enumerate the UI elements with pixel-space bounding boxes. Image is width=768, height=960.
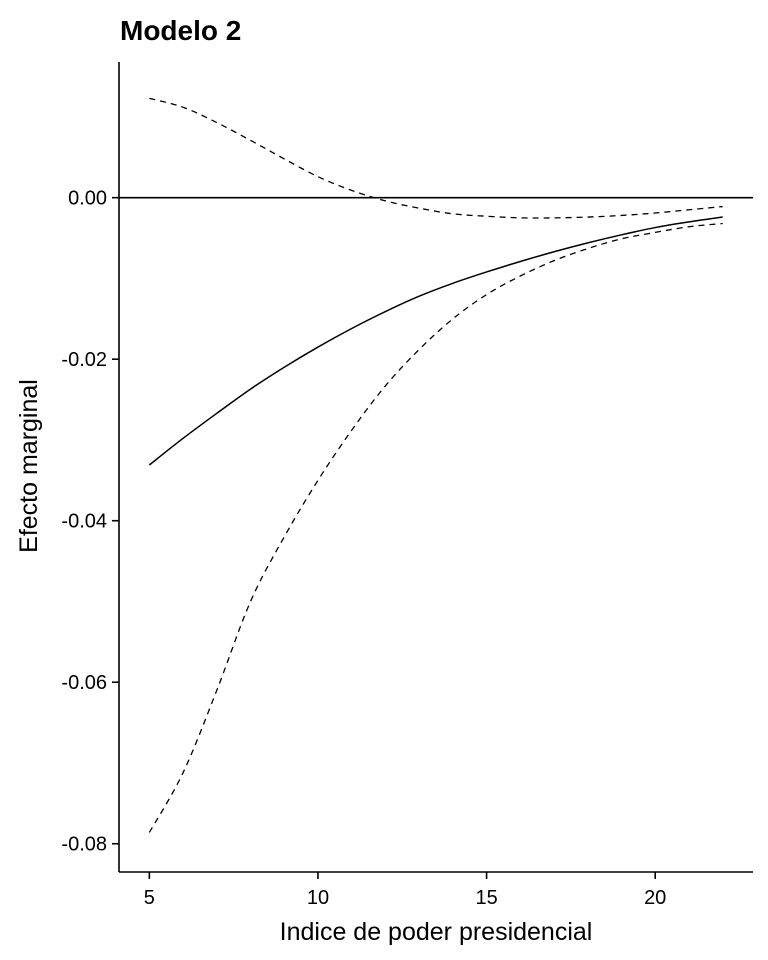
x-tick-label: 15 bbox=[475, 887, 497, 909]
series-lower-bound-line bbox=[148, 222, 723, 833]
y-tick-label: 0.00 bbox=[68, 188, 107, 210]
y-tick-label: -0.06 bbox=[61, 672, 107, 694]
x-tick-label: 5 bbox=[144, 887, 155, 909]
axes: 5 10 15 20 0.00 -0.02 -0.04 -0.06 -0.08 bbox=[61, 62, 753, 909]
series-estimate-line bbox=[148, 216, 723, 466]
chart-title: Modelo 2 bbox=[120, 15, 241, 46]
x-axis-label: Indice de poder presidencial bbox=[280, 918, 593, 946]
y-tick-label: -0.04 bbox=[61, 511, 107, 533]
series-upper-bound-line bbox=[149, 97, 723, 219]
x-tick-label: 10 bbox=[307, 887, 329, 909]
y-axis-label: Efecto marginal bbox=[15, 379, 43, 553]
plot-area bbox=[119, 97, 753, 833]
x-tick-label: 20 bbox=[644, 887, 666, 909]
y-tick-label: -0.02 bbox=[61, 349, 107, 371]
y-tick-label: -0.08 bbox=[61, 834, 107, 856]
